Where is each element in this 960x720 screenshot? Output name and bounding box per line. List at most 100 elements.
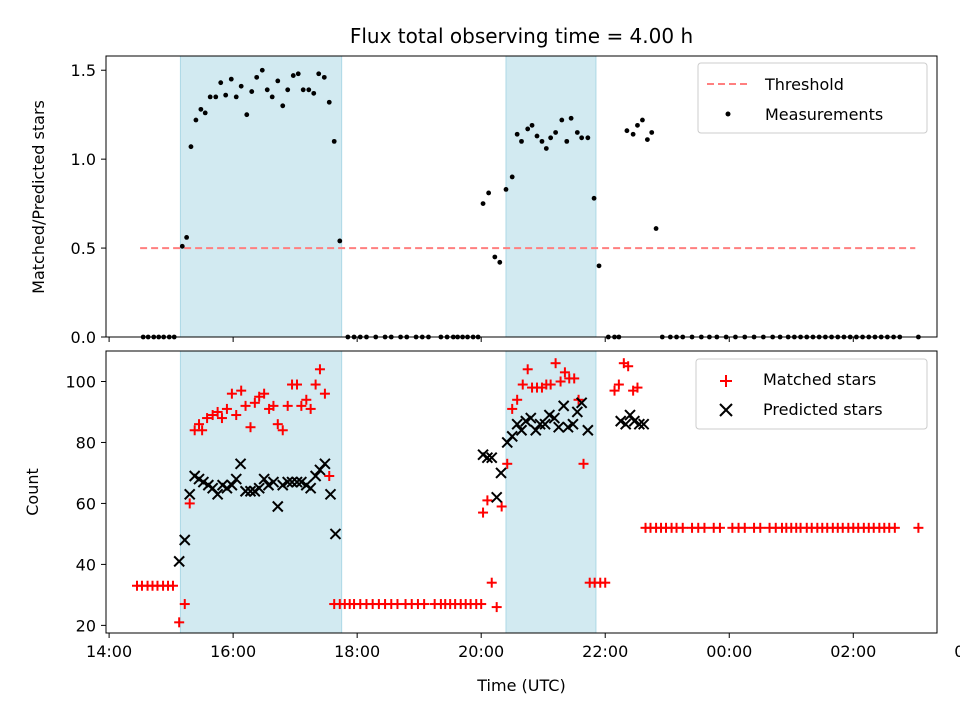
- predicted-star-point: [319, 458, 331, 470]
- measurement-point: [218, 80, 224, 86]
- top-y-axis-label: Matched/Predicted stars: [29, 100, 48, 294]
- measurement-point: [624, 128, 630, 134]
- measurement-point: [539, 138, 545, 144]
- measurements-legend-marker: [725, 111, 731, 117]
- bottom-x-ticks: 14:00 16:00 18:00 20:00 22:00 00:00 02:00 04:00: [86, 633, 960, 661]
- measurement-point: [326, 99, 332, 105]
- measurement-point: [525, 126, 531, 132]
- bottom-panel: 20 40 60 80 100 14:00 16:00 18:00 20:00 22:00 00:…: [23, 350, 960, 695]
- measurement-point: [311, 90, 317, 96]
- measurement-point: [529, 122, 535, 128]
- matched-star-point: [419, 599, 430, 610]
- matched-star-point: [517, 379, 528, 390]
- matched-star-point: [600, 577, 611, 588]
- predicted-star-point: [582, 424, 594, 436]
- top-y-ticks: 0.0 0.5 1.0 1.5: [71, 61, 106, 347]
- matched-star-point: [310, 379, 321, 390]
- measurement-point: [228, 76, 234, 82]
- matched-star-point: [272, 419, 283, 430]
- measurement-point: [591, 195, 597, 201]
- x-tick-label: 18:00: [334, 642, 380, 661]
- bottom-y-tick-label: 20: [76, 616, 96, 635]
- predicted-star-point: [234, 458, 247, 470]
- measurement-point: [585, 135, 591, 141]
- measurement-point: [503, 186, 509, 192]
- matched-stars-legend-label: Matched stars: [763, 370, 876, 389]
- measurement-point: [331, 138, 337, 144]
- predicted-star-point: [548, 412, 561, 424]
- measurement-point: [337, 238, 343, 244]
- predicted-star-point: [173, 555, 185, 568]
- predicted-star-point: [272, 500, 284, 513]
- measurement-point: [285, 87, 291, 93]
- matched-star-point: [555, 376, 566, 387]
- matched-star-point: [677, 522, 688, 533]
- measurement-point: [480, 201, 486, 207]
- predicted-star-point: [281, 476, 294, 488]
- predicted-star-point: [486, 451, 498, 464]
- predicted-star-point: [553, 421, 565, 433]
- measurement-point: [568, 115, 574, 121]
- predicted-star-point: [530, 424, 542, 436]
- matched-star-point: [550, 358, 561, 369]
- threshold-legend-label: Threshold: [764, 75, 844, 94]
- matched-star-point: [889, 522, 900, 533]
- measurement-point: [193, 117, 199, 123]
- bottom-plot-frame: [105, 350, 938, 634]
- matched-star-point: [277, 425, 288, 436]
- top-legend-box: [697, 62, 928, 134]
- measurement-point: [179, 243, 185, 249]
- top-y-tick-label: 1.0: [71, 150, 96, 169]
- x-tick-label: 20:00: [458, 642, 504, 661]
- bottom-y-tick-label: 40: [76, 555, 96, 574]
- top-legend: Threshold Measurements: [697, 62, 928, 134]
- measurement-point: [497, 259, 503, 265]
- predicted-star-point: [329, 528, 342, 540]
- measurement-point: [238, 83, 244, 89]
- measurement-point: [275, 78, 281, 84]
- predicted-star-point: [211, 488, 224, 500]
- matched-star-point: [167, 580, 178, 591]
- x-tick-label: 14:00: [86, 642, 132, 661]
- measurement-point: [543, 146, 549, 151]
- measurement-point: [300, 87, 306, 93]
- x-tick-label: 02:00: [830, 642, 876, 661]
- measurement-point: [316, 71, 322, 77]
- matched-star-point: [202, 413, 213, 424]
- matched-star-point: [292, 379, 303, 390]
- matched-star-point: [197, 425, 208, 436]
- matched-stars-series: [132, 358, 924, 628]
- measurement-point: [548, 135, 554, 141]
- predicted-star-point: [226, 479, 238, 491]
- measurement-point: [306, 87, 312, 93]
- top-plot-frame: [105, 55, 938, 338]
- measurement-point: [574, 130, 580, 135]
- matched-star-point: [221, 403, 232, 414]
- matched-star-point: [502, 458, 513, 469]
- measurement-point: [630, 131, 636, 137]
- measurement-point: [184, 235, 190, 240]
- matched-star-point: [236, 385, 247, 396]
- matched-star-point: [486, 577, 497, 588]
- measurement-point: [233, 94, 239, 100]
- predicted-star-point: [253, 482, 265, 494]
- measurement-point: [635, 122, 640, 128]
- matched-star-point: [609, 385, 620, 396]
- predicted-star-point: [506, 430, 518, 443]
- x-tick-label: 16:00: [210, 642, 256, 661]
- predicted-star-point: [619, 418, 632, 430]
- predicted-star-point: [304, 482, 317, 494]
- predicted-star-point: [179, 534, 191, 546]
- measurement-point: [188, 144, 194, 150]
- measurement-point: [596, 263, 602, 269]
- measurement-point: [486, 190, 492, 196]
- bottom-shaded-region-2: [505, 350, 597, 634]
- predicted-stars-legend-label: Predicted stars: [763, 400, 883, 419]
- predicted-star-point: [244, 485, 257, 497]
- matched-star-point: [296, 400, 307, 411]
- matched-star-point: [512, 394, 523, 405]
- predicted-star-point: [534, 418, 546, 430]
- matched-star-point: [324, 470, 335, 481]
- predicted-star-point: [490, 491, 503, 504]
